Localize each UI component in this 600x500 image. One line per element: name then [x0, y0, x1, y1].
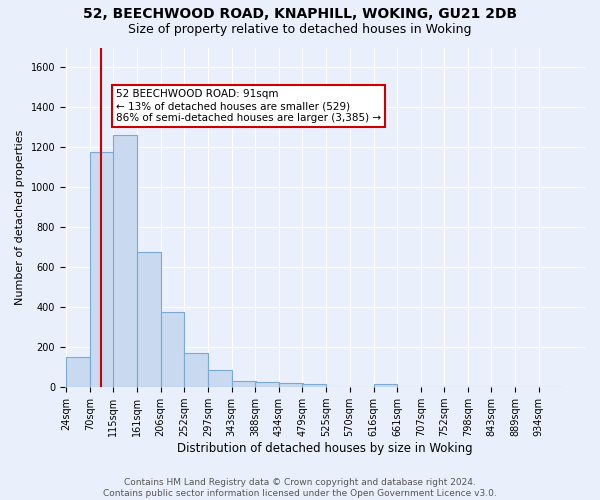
- Bar: [374, 384, 397, 387]
- Text: 52, BEECHWOOD ROAD, KNAPHILL, WOKING, GU21 2DB: 52, BEECHWOOD ROAD, KNAPHILL, WOKING, GU…: [83, 8, 517, 22]
- Y-axis label: Number of detached properties: Number of detached properties: [15, 130, 25, 305]
- Bar: [232, 381, 256, 387]
- Bar: [113, 136, 137, 387]
- Bar: [66, 357, 90, 387]
- Bar: [90, 152, 114, 387]
- Bar: [255, 382, 279, 387]
- Bar: [161, 312, 184, 387]
- Bar: [279, 383, 303, 387]
- X-axis label: Distribution of detached houses by size in Woking: Distribution of detached houses by size …: [177, 442, 473, 455]
- Bar: [184, 354, 208, 387]
- Text: Contains HM Land Registry data © Crown copyright and database right 2024.
Contai: Contains HM Land Registry data © Crown c…: [103, 478, 497, 498]
- Bar: [302, 384, 326, 387]
- Bar: [208, 370, 232, 387]
- Text: 52 BEECHWOOD ROAD: 91sqm
← 13% of detached houses are smaller (529)
86% of semi-: 52 BEECHWOOD ROAD: 91sqm ← 13% of detach…: [116, 90, 381, 122]
- Bar: [137, 252, 161, 387]
- Text: Size of property relative to detached houses in Woking: Size of property relative to detached ho…: [128, 22, 472, 36]
